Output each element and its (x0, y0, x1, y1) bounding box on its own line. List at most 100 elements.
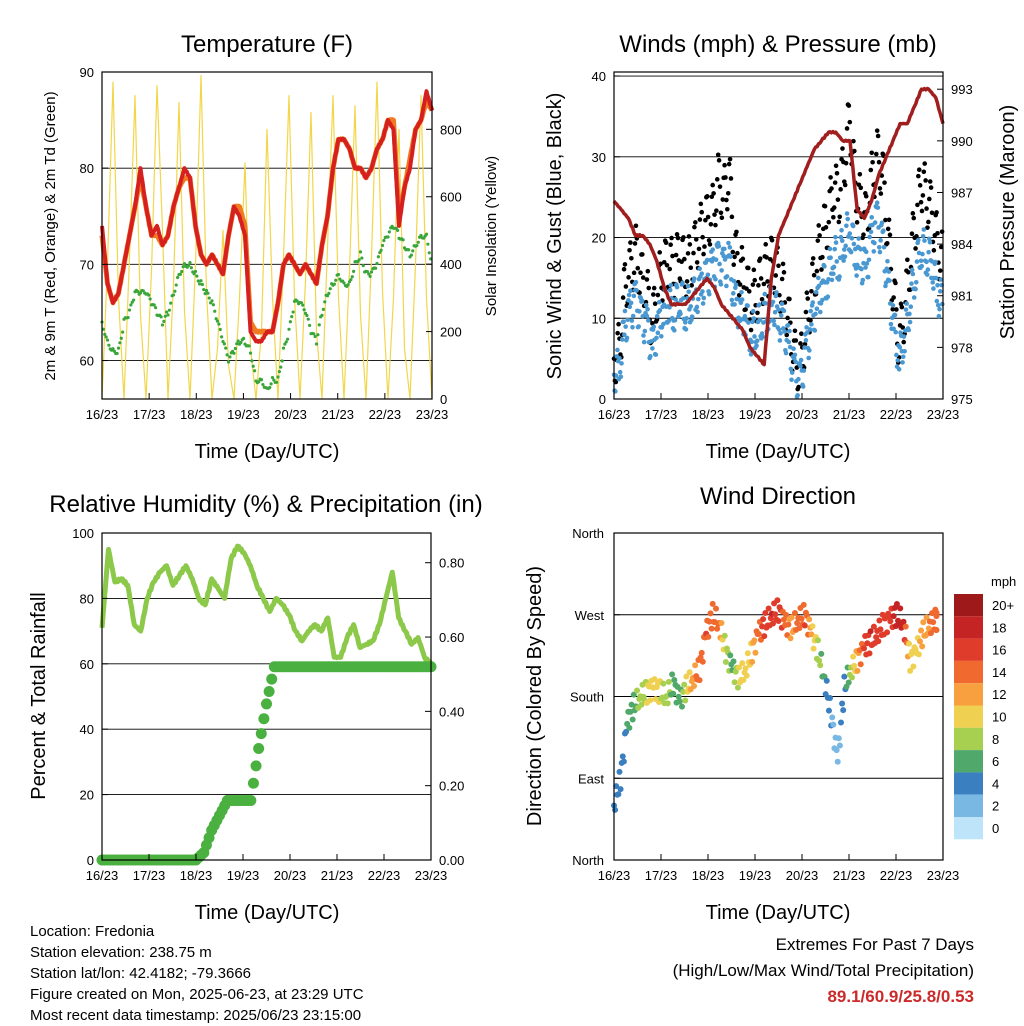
dewpoint-point (279, 365, 283, 369)
gust-point (773, 273, 779, 278)
gust-point (761, 281, 767, 287)
wind-point (800, 384, 806, 389)
dewpoint-point (105, 338, 110, 342)
wind-point (650, 346, 655, 351)
wind-point (885, 258, 890, 264)
wind-point (642, 328, 648, 334)
gust-point (916, 173, 921, 179)
wind-point (842, 254, 848, 259)
speed-legend: mph 20+ 18 16 14 12 10 8 6 4 2 0 (954, 574, 1016, 840)
gust-point (935, 230, 940, 236)
gust-point (627, 247, 632, 253)
dewpoint-point (166, 313, 170, 317)
direction-point (765, 605, 772, 612)
gust-point (870, 159, 875, 165)
gust-point (836, 219, 842, 225)
wind-point (916, 237, 921, 243)
gust-point (939, 229, 945, 234)
dewpoint-point (160, 323, 165, 327)
wind-point (643, 302, 649, 308)
legend-title: mph (991, 574, 1016, 589)
dewpoint-point (332, 282, 336, 286)
wind-point (654, 313, 660, 319)
dewpoint-point (424, 232, 429, 236)
wind-point (816, 283, 822, 289)
dewpoint-point (401, 238, 405, 242)
gust-point (838, 187, 843, 192)
wind-point (722, 246, 727, 252)
wind-point (645, 306, 650, 312)
gust-point (901, 339, 907, 345)
wind-point (864, 261, 870, 266)
wind-point (739, 297, 745, 302)
legend-label: 8 (992, 732, 999, 747)
gust-point (837, 214, 843, 220)
wind-point (787, 328, 792, 334)
wind-point (907, 319, 913, 325)
rh-x-tick-label: 20/23 (274, 868, 307, 883)
gust-point (911, 215, 917, 221)
wind-point (661, 321, 666, 327)
wind-point (868, 229, 874, 235)
gust-point (802, 341, 808, 347)
wind-point (778, 330, 783, 336)
gust-point (720, 197, 726, 202)
direction-point (629, 716, 636, 723)
gust-point (687, 242, 693, 247)
dewpoint-point (276, 375, 280, 379)
direction-point (916, 638, 923, 645)
rh-x-tick-label: 22/23 (368, 868, 401, 883)
wind-point (701, 295, 707, 301)
wind-point (841, 258, 846, 263)
wind-point (826, 276, 831, 282)
wind-point (874, 200, 880, 206)
wind-point (779, 301, 785, 306)
gust-point (713, 222, 718, 228)
wind-point (796, 376, 801, 382)
gust-point (851, 138, 856, 144)
wind-point (655, 330, 661, 336)
dewpoint-point (350, 275, 354, 279)
dewpoint-point (187, 263, 191, 268)
wind-point (909, 267, 915, 273)
direction-point (612, 806, 619, 813)
gust-point (810, 261, 815, 267)
direction-point (708, 625, 715, 632)
wind-point (697, 266, 702, 272)
wind-point (825, 294, 831, 300)
gust-point (654, 317, 660, 322)
gust-point (858, 185, 864, 191)
gust-point (704, 194, 710, 199)
gust-point (842, 182, 848, 188)
wind-point (809, 322, 814, 327)
direction-point (897, 605, 904, 612)
rh-x-tick-label: 16/23 (86, 868, 119, 883)
gust-point (707, 242, 713, 247)
direction-x-tick-label: 18/23 (692, 868, 725, 883)
direction-point (742, 665, 749, 672)
dewpoint-point (368, 274, 372, 278)
wind-point (844, 223, 849, 229)
wind-point (936, 313, 942, 319)
wind-point (820, 297, 825, 303)
wind-point (876, 244, 882, 250)
gust-point (615, 330, 620, 336)
wind-point (859, 266, 864, 272)
direction-point (623, 728, 630, 735)
wind-point (763, 301, 768, 306)
direction-point (762, 609, 769, 616)
direction-point (829, 714, 836, 721)
wind-point (751, 316, 757, 321)
dewpoint-point (132, 298, 136, 302)
wind-point (869, 215, 875, 220)
wind-point (910, 271, 916, 277)
wind-point (750, 308, 756, 314)
gust-point (696, 246, 702, 252)
legend-label: 6 (992, 754, 999, 769)
gust-point (921, 169, 927, 175)
gust-point (777, 292, 782, 298)
wind-point (782, 329, 787, 334)
wind-point (680, 280, 685, 286)
dewpoint-point (224, 346, 228, 350)
